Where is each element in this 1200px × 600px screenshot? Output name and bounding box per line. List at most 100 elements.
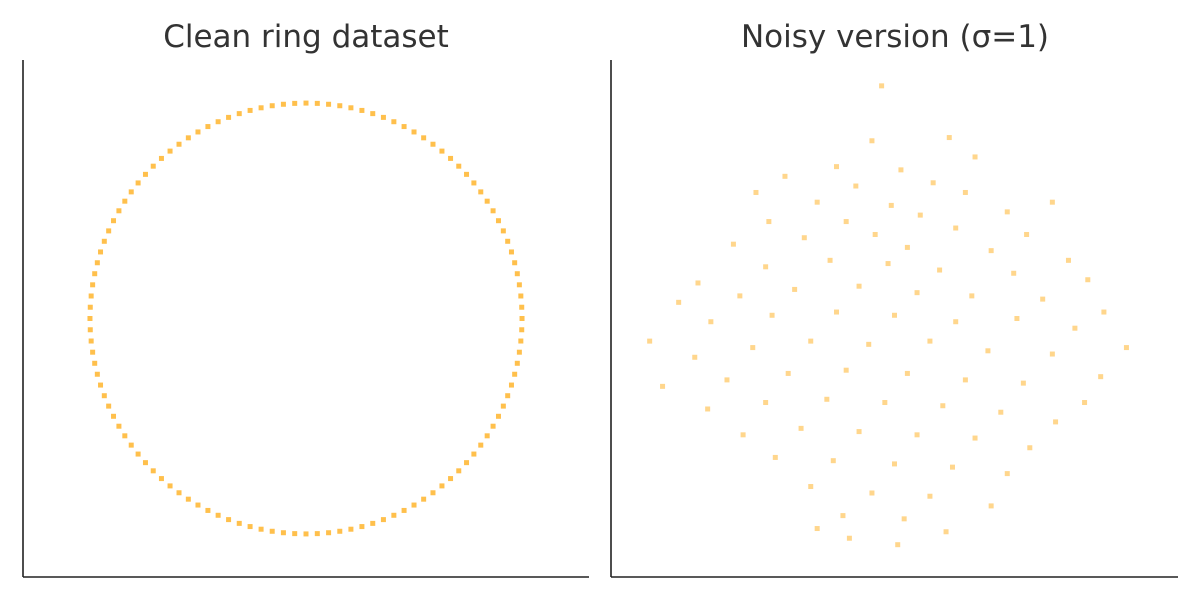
data-point	[448, 155, 454, 161]
data-point	[359, 107, 365, 113]
data-point	[92, 271, 98, 277]
data-point	[348, 105, 354, 111]
data-point	[280, 530, 286, 536]
data-point	[185, 496, 191, 502]
data-point	[998, 409, 1004, 415]
data-point	[856, 429, 862, 435]
data-point	[87, 327, 93, 333]
data-point	[1004, 471, 1010, 477]
data-point	[456, 163, 462, 169]
data-point	[337, 528, 343, 534]
data-point	[962, 189, 968, 195]
data-point	[337, 103, 343, 109]
data-point	[226, 517, 232, 523]
data-point	[1020, 380, 1026, 386]
data-point	[128, 189, 134, 195]
data-point	[456, 468, 462, 474]
data-point	[215, 512, 221, 518]
data-point	[834, 309, 840, 315]
data-point	[514, 360, 520, 366]
data-point	[150, 163, 156, 169]
points-group	[87, 100, 525, 537]
data-point	[676, 299, 682, 305]
data-point	[167, 148, 173, 154]
data-point	[830, 458, 836, 464]
data-point	[866, 341, 872, 347]
data-point	[101, 393, 107, 399]
data-point	[370, 111, 376, 117]
data-point	[280, 101, 286, 107]
data-point	[247, 107, 253, 113]
data-point	[730, 241, 736, 247]
data-point	[269, 528, 275, 534]
data-point	[135, 180, 141, 186]
data-point	[195, 502, 201, 508]
data-point	[769, 312, 775, 318]
data-point	[927, 338, 933, 344]
data-point	[370, 520, 376, 526]
data-point	[692, 354, 698, 360]
data-point	[763, 264, 769, 270]
data-point	[1011, 270, 1017, 276]
data-point	[495, 218, 501, 224]
data-point	[846, 535, 852, 541]
data-point	[326, 101, 332, 107]
data-point	[1082, 400, 1088, 406]
data-point	[471, 451, 477, 457]
data-point	[111, 218, 117, 224]
data-point	[122, 198, 128, 204]
data-point	[988, 503, 994, 509]
data-point	[514, 271, 520, 277]
points-group	[647, 83, 1129, 548]
data-point	[87, 304, 93, 310]
data-point	[1049, 199, 1055, 205]
data-point	[1004, 209, 1010, 215]
data-point	[101, 238, 107, 244]
data-point	[901, 516, 907, 522]
data-point	[824, 396, 830, 402]
data-point	[808, 484, 814, 490]
data-point	[879, 83, 885, 89]
data-point	[411, 129, 417, 135]
data-point	[236, 111, 242, 117]
data-point	[937, 267, 943, 273]
data-point	[914, 432, 920, 438]
data-point	[1027, 445, 1033, 451]
data-point	[843, 219, 849, 225]
data-point	[258, 526, 264, 532]
data-point	[705, 406, 711, 412]
data-point	[785, 370, 791, 376]
data-point	[421, 135, 427, 141]
data-point	[205, 507, 211, 513]
data-point	[904, 370, 910, 376]
data-point	[495, 413, 501, 419]
data-point	[176, 490, 182, 496]
data-point	[872, 231, 878, 237]
data-point	[898, 167, 904, 173]
data-point	[885, 261, 891, 267]
data-point	[724, 377, 730, 383]
data-point	[914, 290, 920, 296]
data-point	[766, 219, 772, 225]
data-point	[90, 282, 96, 288]
data-point	[519, 304, 525, 310]
data-point	[985, 348, 991, 354]
data-point	[763, 400, 769, 406]
data-point	[972, 435, 978, 441]
data-point	[505, 393, 511, 399]
data-point	[106, 228, 112, 234]
data-point	[303, 100, 309, 106]
data-point	[737, 293, 743, 299]
data-point	[195, 129, 201, 135]
data-point	[142, 171, 148, 177]
data-point	[439, 483, 445, 489]
data-point	[647, 338, 653, 344]
data-point	[500, 228, 506, 234]
chart-title: Noisy version (σ=1)	[741, 19, 1049, 55]
data-point	[1049, 351, 1055, 357]
data-point	[782, 173, 788, 179]
data-point	[348, 526, 354, 532]
data-point	[215, 119, 221, 125]
data-point	[892, 461, 897, 467]
